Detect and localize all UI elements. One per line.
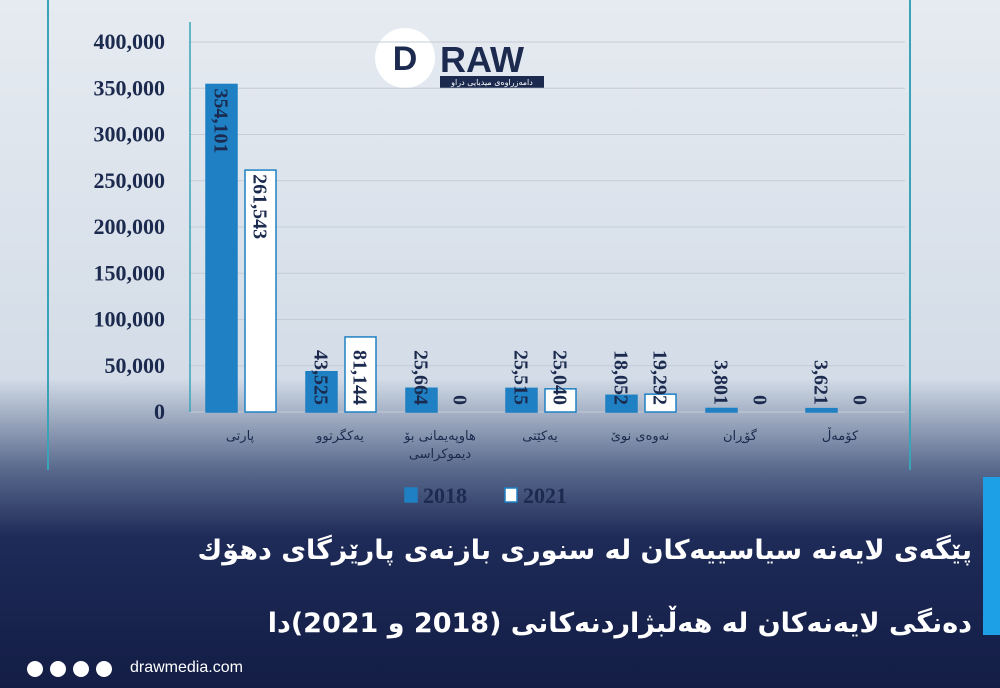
y-tick-label: 0 [154,399,165,424]
bar [405,387,438,413]
value-label: 0 [449,395,471,405]
x-tick-label: یەکگرتوو [316,429,364,444]
value-label: 3,801 [710,360,732,405]
y-tick-label: 100,000 [94,307,166,332]
legend-swatch [504,487,518,503]
icon-facebook [27,661,43,677]
logo-mark: D [393,40,418,78]
x-tick-label: نەوەی نوێ [610,429,670,444]
y-tick-label: 350,000 [94,75,166,100]
value-label: 25,515 [510,350,532,405]
bar [705,407,738,413]
legend-swatch [404,487,418,503]
y-tick-label: 400,000 [94,29,166,54]
value-label: 19,292 [649,350,671,405]
social-icons [27,661,112,677]
x-tick-label: گۆڕان [723,429,757,444]
x-tick-label: پارتی [225,429,255,444]
bar [544,388,577,413]
value-label: 0 [749,395,771,405]
x-tick-label: هاوپەیمانی بۆ دیموکراسی [404,429,476,462]
icon-tiktok [96,661,112,677]
value-label: 18,052 [610,350,632,405]
footer-site: drawmedia.com [130,659,243,676]
accent-bar [983,477,1000,635]
headline-line: دەنگی لایەنەکان لە هەڵبژاردنەکانی (2018 … [267,608,972,639]
y-tick-label: 150,000 [94,260,166,285]
value-label: 261,543 [249,174,271,239]
x-tick-label: کۆمەڵ [821,429,859,444]
bar [305,370,338,413]
logo-band [440,76,544,88]
legend-label: 2018 [423,483,467,508]
icon-twitter [73,661,89,677]
logo-circle [375,28,435,88]
value-label: 81,144 [349,350,371,405]
bar [505,387,538,413]
bar [205,83,238,413]
headline-line: پێگەی لایەنە سیاسییەکان لە سنوری بازنەی … [197,535,972,566]
y-tick-label: 250,000 [94,168,166,193]
value-label: 354,101 [210,88,232,153]
y-tick-label: 200,000 [94,214,166,239]
legend-label: 2021 [523,483,567,508]
value-label: 43,525 [310,350,332,405]
y-tick-label: 50,000 [105,353,166,378]
value-label: 25,664 [410,350,432,405]
bar [605,394,638,413]
icon-instagram [50,661,66,677]
value-label: 25,040 [549,350,571,405]
x-tick-label: یەکێتی [522,429,558,444]
bar [344,336,377,413]
value-label: 0 [849,395,871,405]
value-label: 3,621 [810,360,832,405]
logo-tagline: دامەزراوەی میدیایی دراو [450,78,533,87]
y-tick-label: 300,000 [94,122,166,147]
bar [805,407,838,413]
bar [644,393,677,413]
logo-word: RAW [440,39,524,80]
bar [244,169,277,413]
